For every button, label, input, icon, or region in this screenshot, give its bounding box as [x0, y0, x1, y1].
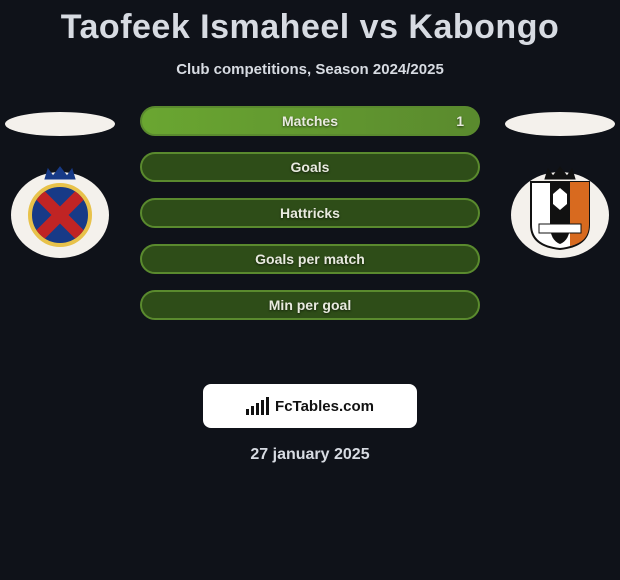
bar-chart-icon	[246, 397, 269, 415]
stat-row-matches: Matches 1	[140, 106, 480, 136]
left-club-crest	[28, 183, 92, 247]
stat-row-goals-per-match: Goals per match	[140, 244, 480, 274]
branding-text: FcTables.com	[275, 398, 374, 415]
right-player-photo-placeholder	[505, 112, 615, 136]
left-club-badge	[11, 172, 109, 258]
stat-label: Min per goal	[142, 297, 478, 313]
stat-label: Matches	[142, 113, 478, 129]
right-club-badge	[511, 172, 609, 258]
right-player-column	[500, 106, 620, 258]
stat-row-min-per-goal: Min per goal	[140, 290, 480, 320]
left-player-photo-placeholder	[5, 112, 115, 136]
stat-label: Goals	[142, 159, 478, 175]
stats-list: Matches 1 Goals Hattricks Goals per matc…	[140, 106, 480, 320]
right-club-crest	[529, 180, 591, 250]
fctables-branding[interactable]: FcTables.com	[203, 384, 417, 428]
season-subtitle: Club competitions, Season 2024/2025	[0, 61, 620, 78]
crown-icon	[43, 166, 77, 180]
snapshot-date: 27 january 2025	[0, 446, 620, 464]
left-player-column	[0, 106, 120, 258]
stat-row-hattricks: Hattricks	[140, 198, 480, 228]
crown-icon	[543, 166, 577, 180]
stat-row-goals: Goals	[140, 152, 480, 182]
page-title: Taofeek Ismaheel vs Kabongo	[0, 0, 620, 47]
stat-label: Goals per match	[142, 251, 478, 267]
comparison-panel: Matches 1 Goals Hattricks Goals per matc…	[0, 106, 620, 366]
stat-right-value: 1	[456, 113, 464, 129]
stat-label: Hattricks	[142, 205, 478, 221]
